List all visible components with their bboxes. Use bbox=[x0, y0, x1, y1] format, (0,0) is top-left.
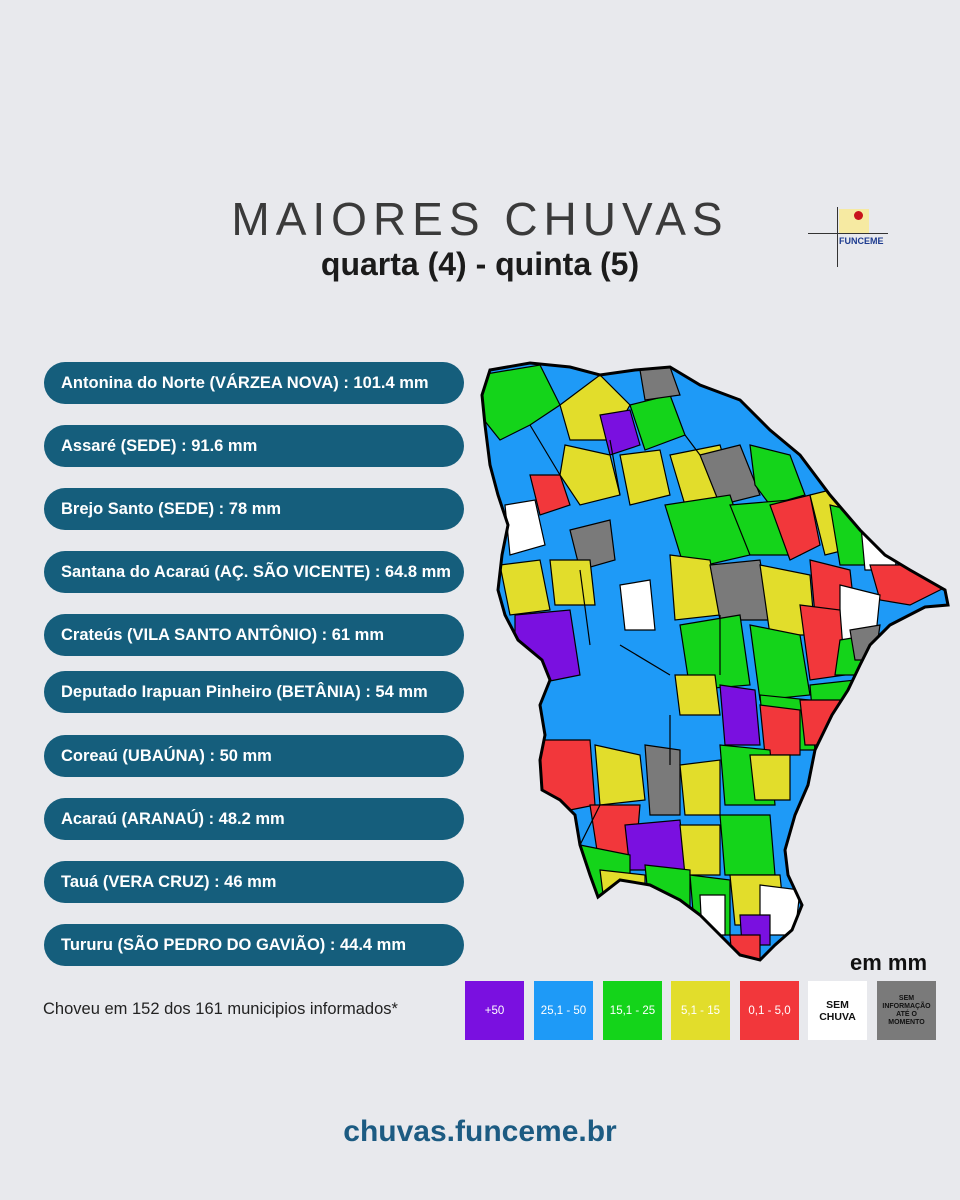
legend-item: SEM INFORMAÇÃO ATÉ O MOMENTO bbox=[877, 981, 936, 1040]
page-title: MAIORES CHUVAS bbox=[231, 193, 729, 245]
legend-item: SEM CHUVA bbox=[808, 981, 867, 1040]
funceme-logo: FUNCEME bbox=[808, 202, 898, 268]
unit-label: em mm bbox=[850, 950, 928, 975]
legend-item: 5,1 - 15 bbox=[671, 981, 730, 1040]
ceara-rainfall-map bbox=[480, 361, 950, 962]
legend-item: 15,1 - 25 bbox=[603, 981, 662, 1040]
website-url: chuvas.funceme.br bbox=[343, 1115, 617, 1148]
date-range-subtitle: quarta (4) - quinta (5) bbox=[320, 246, 640, 282]
legend-item: +50 bbox=[465, 981, 524, 1040]
footnote: Choveu em 152 dos 161 municipios informa… bbox=[43, 1000, 398, 1018]
legend-item: 25,1 - 50 bbox=[534, 981, 593, 1040]
logo-text: FUNCEME bbox=[839, 236, 884, 246]
legend-item: 0,1 - 5,0 bbox=[740, 981, 799, 1040]
